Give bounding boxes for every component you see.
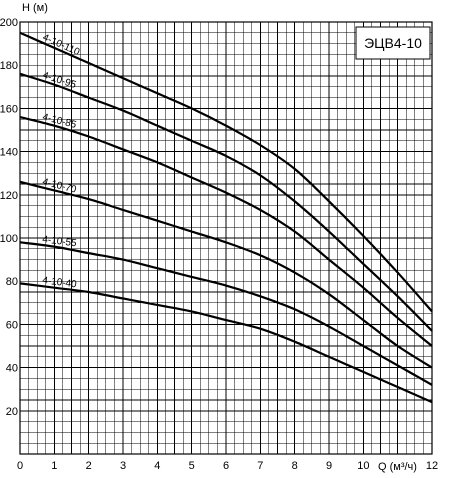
series-label-4-10-40: 4-10-40 — [42, 275, 78, 290]
x-tick-label: 7 — [257, 460, 263, 472]
series-line-4-10-95 — [19, 72, 433, 332]
series-line-4-10-40 — [19, 282, 433, 404]
series-label-4-10-55: 4-10-55 — [42, 234, 78, 249]
x-tick-label: 5 — [189, 460, 195, 472]
x-tick-label: 6 — [223, 460, 229, 472]
y-tick-label: 120 — [0, 190, 18, 202]
x-tick-label: 12 — [426, 460, 438, 472]
x-tick-label: 1 — [51, 460, 57, 472]
x-axis-ticks: 0 1 2 3 4 5 6 7 8 9 10 12 — [17, 460, 438, 472]
y-tick-label: 80 — [6, 276, 18, 288]
x-tick-label: 9 — [326, 460, 332, 472]
x-tick-label: 0 — [17, 460, 23, 472]
x-tick-label: 4 — [154, 460, 160, 472]
y-tick-label: 160 — [0, 103, 18, 115]
y-tick-label: 140 — [0, 147, 18, 159]
chart-title: ЭЦВ4-10 — [364, 35, 422, 51]
plot-frame — [19, 21, 433, 455]
x-axis-label: Q (м³/ч) — [378, 461, 417, 473]
y-axis-ticks: 20 40 60 80 100 120 140 160 180 200 — [0, 17, 18, 418]
series-label-4-10-70: 4-10-70 — [41, 177, 78, 196]
series-labels: 4-10-1104-10-954-10-854-10-704-10-554-10… — [41, 32, 82, 290]
series-line-4-10-55 — [19, 241, 433, 386]
y-tick-label: 100 — [0, 233, 18, 245]
series-label-4-10-95: 4-10-95 — [41, 70, 78, 91]
y-tick-label: 180 — [0, 60, 18, 72]
y-tick-label: 20 — [6, 406, 18, 418]
series-line-4-10-70 — [19, 180, 433, 369]
series-line-4-10-85 — [19, 115, 433, 347]
x-tick-label: 10 — [357, 460, 369, 472]
x-tick-label: 3 — [120, 460, 126, 472]
y-axis-label: H (м) — [22, 2, 48, 14]
x-tick-label: 2 — [86, 460, 92, 472]
series-line-4-10-110 — [19, 31, 433, 313]
y-tick-label: 60 — [6, 319, 18, 331]
y-tick-label: 40 — [6, 363, 18, 375]
y-tick-label: 200 — [0, 17, 18, 29]
plot-border — [19, 21, 433, 455]
chart-title-box — [355, 26, 431, 60]
series-curves — [19, 31, 433, 404]
x-tick-label: 8 — [292, 460, 298, 472]
grid — [19, 21, 433, 455]
